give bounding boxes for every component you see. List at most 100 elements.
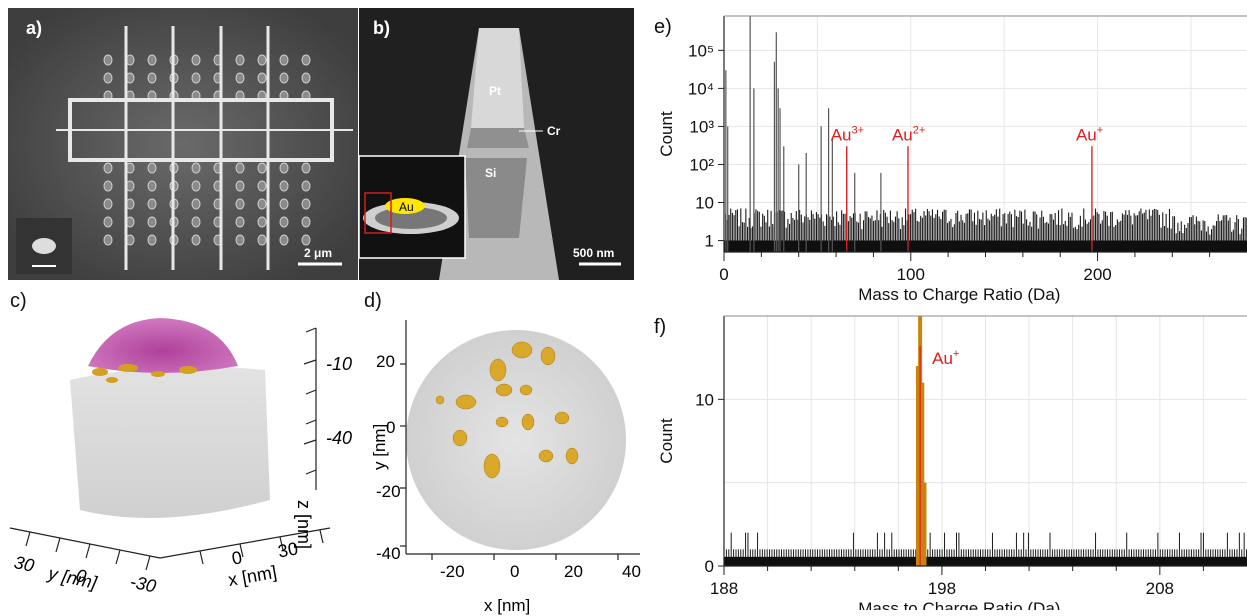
panel-c-3d-reconstruction [9, 318, 331, 571]
pillar-dot [103, 180, 113, 192]
pillar-dot [235, 198, 245, 210]
pillar-dot [147, 162, 157, 174]
pillar-dot [235, 162, 245, 174]
panel-a-sem-image: a) 2 μm [8, 8, 358, 280]
pillar-dot [191, 72, 201, 84]
y-tick-label: 1 [705, 232, 714, 251]
pillar-dot [147, 234, 157, 246]
pillar-dot [279, 72, 289, 84]
si-annotation: Si [485, 166, 497, 180]
panel-c-x-tick-2: 30 [276, 538, 300, 562]
y-tick-label: 10 [695, 194, 714, 213]
panel-a-scalebar-label: 2 μm [304, 246, 333, 260]
pillar-dot [257, 198, 267, 210]
panel-c-z-tick-2: -40 [326, 428, 353, 448]
x-tick-label: 200 [1083, 265, 1111, 284]
au-annotation: Au [399, 200, 414, 214]
spectrum-baseline-band [724, 240, 1247, 252]
pillar-dot [235, 54, 245, 66]
panel-e-mass-spectrum-chart: Au3+ Au2+ Au+ 0 100 200 1 10 10² 10³ 10⁴ 10⁵ Mass to… [657, 15, 1247, 304]
y-tick-label: 10⁴ [688, 79, 714, 98]
y-tick-label: 0 [705, 557, 714, 576]
pillar-dot [279, 54, 289, 66]
pillar-dot [279, 198, 289, 210]
x-axis-label: Mass to Charge Ratio (Da) [858, 599, 1060, 610]
panel-d-y-axis-label: y [nm] [370, 423, 389, 470]
pillar-dot [147, 72, 157, 84]
pillar-dot [279, 216, 289, 228]
pillar-dot [147, 198, 157, 210]
pt-annotation: Pt [489, 84, 501, 98]
pillar-dot [147, 54, 157, 66]
pillar-dot [103, 198, 113, 210]
pillar-dot [257, 162, 267, 174]
pillar-dot [191, 162, 201, 174]
pillar-dot [103, 72, 113, 84]
panel-a-label: a) [26, 18, 43, 38]
panel-d-x-tick-3: 20 [564, 562, 583, 581]
panel-d-2d-projection [400, 320, 640, 560]
panel-d-label: d) [364, 290, 382, 312]
spectrum-baseline-band [724, 556, 1247, 566]
panel-f-mass-spectrum-chart: Au+ 188 198 208 0 10 Mass to Charge Ratio (Da)… [657, 315, 1247, 610]
panel-b-sem-image: b) Pt Cr Si Au 500 nm [359, 8, 634, 280]
y-tick-label: 10² [689, 155, 714, 174]
pillar-dot [191, 54, 201, 66]
x-tick-label: 0 [719, 265, 728, 284]
ion-annotation-label: Au3+ [831, 124, 864, 144]
pillar-dot [103, 234, 113, 246]
pillar-dot [257, 180, 267, 192]
ion-annotation-label: Au+ [1076, 124, 1103, 144]
y-tick-label: 10 [695, 390, 714, 409]
pillar-dot [191, 234, 201, 246]
sem-tip-illustration [359, 8, 634, 280]
cr-annotation: Cr [547, 124, 561, 138]
y-axis-label: Count [657, 111, 676, 157]
ion-annotation-label: Au+ [932, 348, 959, 368]
panel-b-scalebar-label: 500 nm [573, 246, 615, 260]
panel-c-z-tick-1: -10 [326, 354, 353, 374]
panel-f-label: f) [654, 316, 667, 338]
x-axis-label: Mass to Charge Ratio (Da) [858, 285, 1060, 304]
panel-d-x-tick-1: -20 [440, 562, 465, 581]
y-tick-label: 10³ [689, 117, 714, 136]
pillar-dot [191, 216, 201, 228]
ion-charge-superscript: + [1097, 124, 1103, 136]
x-tick-label: 100 [897, 265, 925, 284]
panel-d-y-tick-2: 0 [386, 418, 396, 437]
sem-grid-illustration [8, 8, 358, 280]
panel-b-label: b) [373, 18, 390, 38]
panel-e-label: e) [654, 16, 672, 38]
pillar-dot [301, 234, 311, 246]
pillar-dot [279, 162, 289, 174]
panel-d-x-axis-label: x [nm] [484, 596, 531, 615]
pillar-dot [103, 54, 113, 66]
pillar-dot [301, 162, 311, 174]
pillar-dot [103, 162, 113, 174]
pillar-dot [235, 72, 245, 84]
panel-d-y-tick-3: -20 [376, 482, 401, 501]
pillar-dot [301, 72, 311, 84]
ion-charge-superscript: + [953, 348, 959, 360]
pillar-dot [257, 54, 267, 66]
pillar-dot [147, 216, 157, 228]
pillar-dot [257, 72, 267, 84]
pillar-dot [301, 216, 311, 228]
x-tick-label: 198 [928, 579, 956, 598]
panel-c-y-tick-1: 30 [12, 552, 36, 576]
pillar-dot [191, 180, 201, 192]
pillar-dot [279, 234, 289, 246]
x-tick-label: 188 [710, 579, 738, 598]
panel-d-x-tick-2: 0 [510, 562, 520, 581]
pillar-dot [279, 180, 289, 192]
pillar-dot [301, 198, 311, 210]
pillar-dot [257, 216, 267, 228]
y-tick-label: 10⁵ [688, 41, 714, 60]
panel-d-x-tick-4: 40 [622, 562, 641, 581]
ion-annotation-label: Au2+ [892, 124, 925, 144]
pillar-dot [191, 198, 201, 210]
x-tick-label: 208 [1146, 579, 1174, 598]
pillar-dot [103, 216, 113, 228]
y-axis-label: Count [657, 418, 676, 464]
pillar-dot [301, 54, 311, 66]
